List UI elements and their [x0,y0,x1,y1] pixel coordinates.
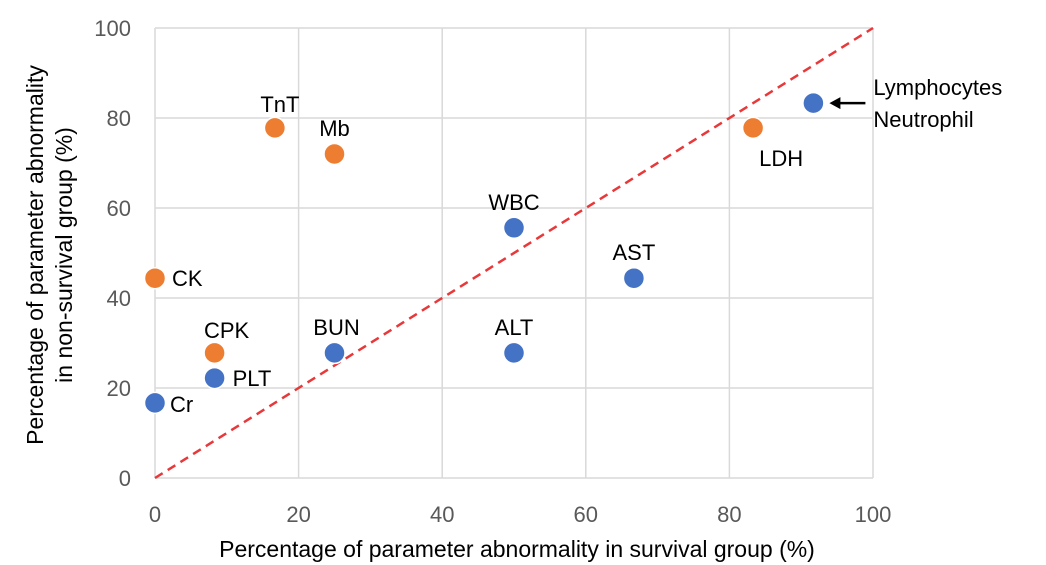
point-labels: TnT Mb LDH CK CPK WBC AST ALT BUN PLT Cr [170,92,803,417]
tick-labels: 0 20 40 60 80 100 0 20 40 60 80 100 [94,16,891,527]
y-tick-label: 0 [119,466,131,491]
data-point [741,116,765,140]
point-label: AST [613,240,656,265]
annotation-layer: Lymphocytes Neutrophil [829,75,1002,132]
data-point [323,142,346,166]
x-tick-label: 80 [717,502,741,527]
point-label: CPK [204,318,250,343]
annotation-arrow-head [829,97,841,110]
data-point [263,116,287,140]
y-tick-label: 20 [107,376,131,401]
x-tick-label: 60 [574,502,598,527]
point-label: WBC [488,190,539,215]
x-axis-title: Percentage of parameter abnormality in s… [219,536,815,562]
annotation-label: Lymphocytes [873,75,1002,100]
x-tick-label: 20 [286,502,310,527]
data-points [143,91,825,415]
y-tick-label: 100 [94,16,131,41]
point-label: Cr [170,392,193,417]
data-point [802,91,825,115]
reference-line [154,26,874,480]
y-tick-label: 80 [107,106,131,131]
reference-line-layer [154,26,874,480]
data-point [622,266,646,290]
x-tick-label: 100 [855,502,892,527]
data-point [502,216,526,240]
y-axis-title-line-2: in non-survival group (%) [51,127,77,383]
data-point [203,366,226,390]
point-label: ALT [495,315,534,340]
point-label: BUN [313,315,359,340]
x-tick-label: 0 [149,502,161,527]
data-point [323,341,346,365]
y-axis-title-line-1: Percentage of parameter abnormality [22,65,48,445]
x-tick-label: 40 [430,502,454,527]
point-label: PLT [233,366,272,391]
y-tick-label: 60 [107,196,131,221]
y-tick-label: 40 [107,286,131,311]
point-label: CK [172,266,203,291]
annotation-label: Neutrophil [873,107,973,132]
point-label: TnT [260,92,299,117]
grid [154,27,874,479]
data-point [203,341,226,365]
point-label: LDH [759,146,803,171]
point-label: Mb [319,116,350,141]
data-point [143,266,167,290]
data-point [143,391,167,415]
data-point [502,341,526,365]
